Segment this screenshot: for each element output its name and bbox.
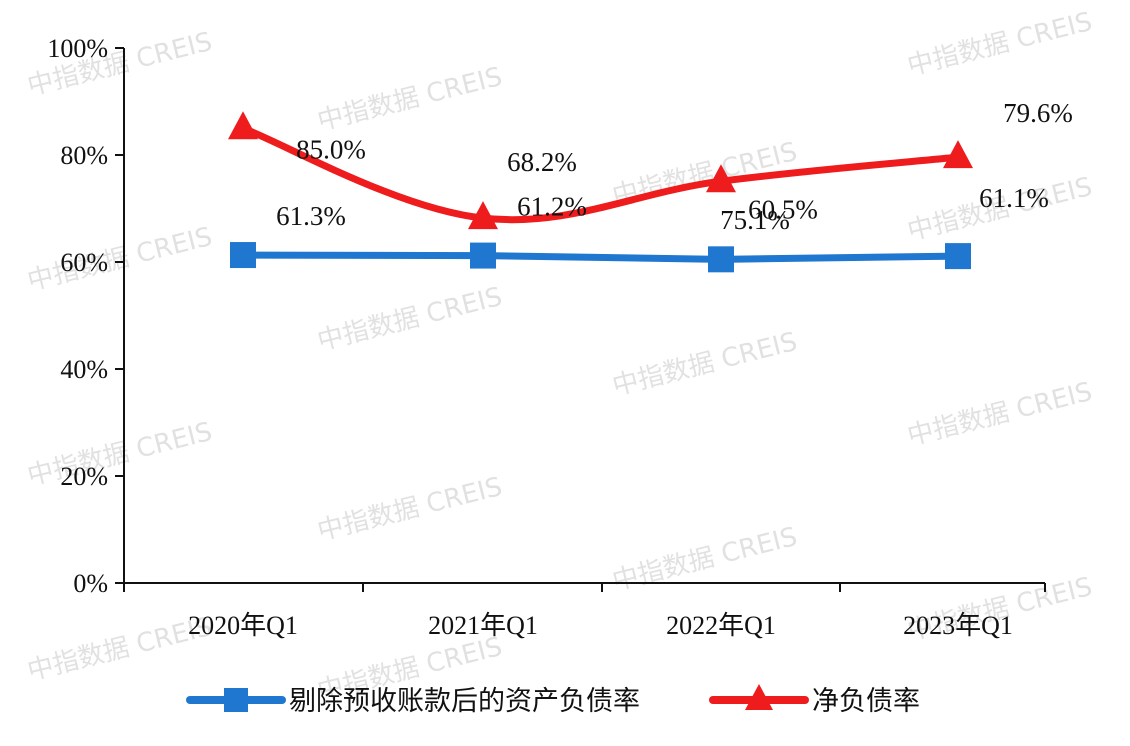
data-label: 85.0% bbox=[296, 134, 366, 164]
series-0-marker bbox=[708, 246, 734, 273]
y-tick-label: 20% bbox=[60, 462, 108, 491]
y-tick-label: 80% bbox=[60, 141, 108, 170]
series-0-marker bbox=[230, 242, 256, 269]
legend-marker-1 bbox=[745, 684, 773, 710]
x-category-label: 2023年Q1 bbox=[903, 611, 1013, 640]
y-tick-labels: 0% 20% 40% 60% 80% 100% bbox=[47, 34, 108, 598]
series-1-marker bbox=[943, 140, 973, 169]
x-category-label: 2021年Q1 bbox=[428, 611, 538, 640]
watermark-text: 中指数据 CREIS bbox=[904, 7, 1095, 82]
data-label: 60.5% bbox=[748, 194, 818, 224]
series-layer bbox=[228, 111, 973, 273]
watermark-text: 中指数据 CREIS bbox=[314, 282, 505, 357]
y-tick-label: 60% bbox=[60, 248, 108, 277]
series-1-marker bbox=[706, 164, 736, 193]
series-1-marker bbox=[228, 111, 258, 140]
legend-label-0: 剔除预收账款后的资产负债率 bbox=[289, 686, 640, 717]
series-line-0 bbox=[239, 251, 962, 263]
watermark-text: 中指数据 CREIS bbox=[609, 327, 800, 402]
watermark-text: 中指数据 CREIS bbox=[314, 472, 505, 547]
watermark-text: 中指数据 CREIS bbox=[24, 612, 215, 687]
y-tick-label: 0% bbox=[73, 569, 108, 598]
watermark-text: 中指数据 CREIS bbox=[24, 417, 215, 492]
watermark-text: 中指数据 CREIS bbox=[904, 377, 1095, 452]
watermark-text: 中指数据 CREIS bbox=[24, 222, 215, 297]
series-0-marker bbox=[945, 243, 971, 270]
series-0-marker bbox=[470, 242, 496, 269]
data-labels: 61.3% 61.2% 60.5% 61.1% 85.0% 68.2% 75.1% 79.6% bbox=[276, 98, 1073, 235]
data-label: 61.3% bbox=[276, 201, 346, 231]
data-label: 68.2% bbox=[507, 147, 577, 177]
x-category-label: 2022年Q1 bbox=[666, 611, 776, 640]
legend-marker-0 bbox=[224, 688, 248, 712]
y-tick-label: 100% bbox=[47, 34, 108, 63]
x-category-label: 2020年Q1 bbox=[188, 611, 298, 640]
watermark-text: 中指数据 CREIS bbox=[314, 62, 505, 137]
data-label: 61.1% bbox=[979, 183, 1049, 213]
data-label: 61.2% bbox=[517, 192, 587, 222]
y-tick-label: 40% bbox=[60, 355, 108, 384]
legend: 剔除预收账款后的资产负债率 净负债率 bbox=[186, 684, 920, 717]
watermark-layer: 中指数据 CREIS 中指数据 CREIS 中指数据 CREIS 中指数据 CREIS… bbox=[24, 7, 1095, 707]
axes bbox=[115, 47, 1046, 592]
legend-label-1: 净负债率 bbox=[812, 686, 920, 717]
data-label: 79.6% bbox=[1003, 98, 1073, 128]
watermark-text: 中指数据 CREIS bbox=[609, 522, 800, 597]
x-category-labels: 2020年Q1 2021年Q1 2022年Q1 2023年Q1 bbox=[188, 611, 1013, 640]
data-label: 75.1% bbox=[720, 205, 790, 235]
series-line-1 bbox=[239, 124, 962, 224]
series-1-marker bbox=[468, 201, 498, 230]
